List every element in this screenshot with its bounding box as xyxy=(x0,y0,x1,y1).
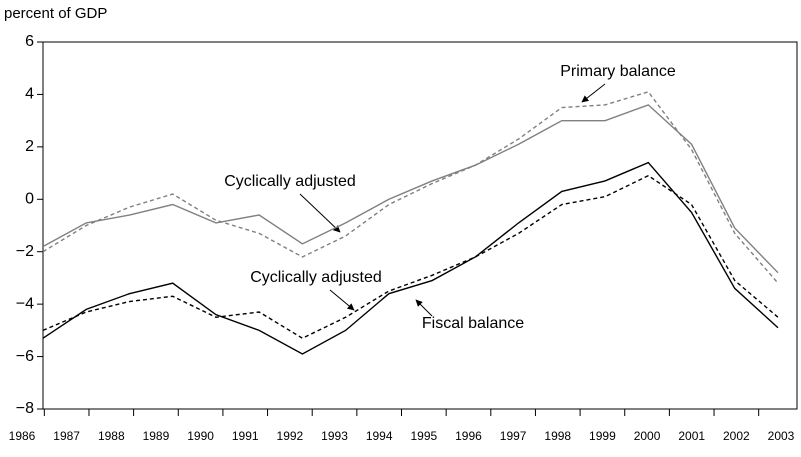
series-line xyxy=(42,161,779,355)
series-line xyxy=(42,90,779,284)
y-tick-label: 0 xyxy=(25,191,34,208)
y-tick-label: 4 xyxy=(25,86,34,103)
y-tick-label: −6 xyxy=(16,348,34,365)
annotation: Fiscal balance xyxy=(422,315,524,332)
annotation: Primary balance xyxy=(560,63,676,80)
arrow xyxy=(299,193,341,233)
arrow xyxy=(415,299,433,317)
arrow xyxy=(329,289,355,311)
arrow xyxy=(581,83,606,103)
x-tick-label: 1999 xyxy=(589,429,616,443)
annotation: Cyclically adjusted xyxy=(224,173,356,190)
x-tick-label: 2001 xyxy=(678,429,705,443)
plot-frame xyxy=(42,41,798,410)
x-tick-label: 1989 xyxy=(143,429,170,443)
x-tick-label: 1994 xyxy=(366,429,393,443)
x-tick-label: 1992 xyxy=(277,429,304,443)
x-tick-label: 1986 xyxy=(9,429,36,443)
y-tick-label: 6 xyxy=(25,33,34,50)
x-tick-label: 2003 xyxy=(768,429,795,443)
series-line xyxy=(42,174,779,340)
y-tick-label: −4 xyxy=(16,295,34,312)
annotation: Cyclically adjusted xyxy=(250,269,382,286)
y-tick-label: −8 xyxy=(16,400,34,417)
x-tick-label: 1988 xyxy=(98,429,125,443)
x-tick-label: 1998 xyxy=(544,429,571,443)
x-tick-label: 1987 xyxy=(53,429,80,443)
x-tick-label: 1997 xyxy=(500,429,527,443)
x-tick-label: 1996 xyxy=(455,429,482,443)
x-tick-label: 1995 xyxy=(410,429,437,443)
x-tick-label: 1991 xyxy=(232,429,259,443)
y-axis-label: percent of GDP xyxy=(4,5,107,22)
x-tick-label: 2002 xyxy=(723,429,750,443)
series-line xyxy=(42,104,779,274)
x-tick-label: 1990 xyxy=(187,429,214,443)
x-tick-label: 1993 xyxy=(321,429,348,443)
x-tick-label: 2000 xyxy=(634,429,661,443)
y-tick-label: −2 xyxy=(16,243,34,260)
y-tick-label: 2 xyxy=(25,138,34,155)
